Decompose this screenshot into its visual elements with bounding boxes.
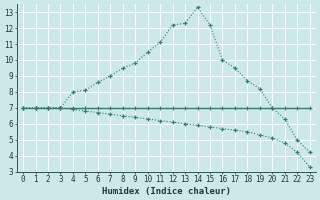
- X-axis label: Humidex (Indice chaleur): Humidex (Indice chaleur): [102, 187, 231, 196]
